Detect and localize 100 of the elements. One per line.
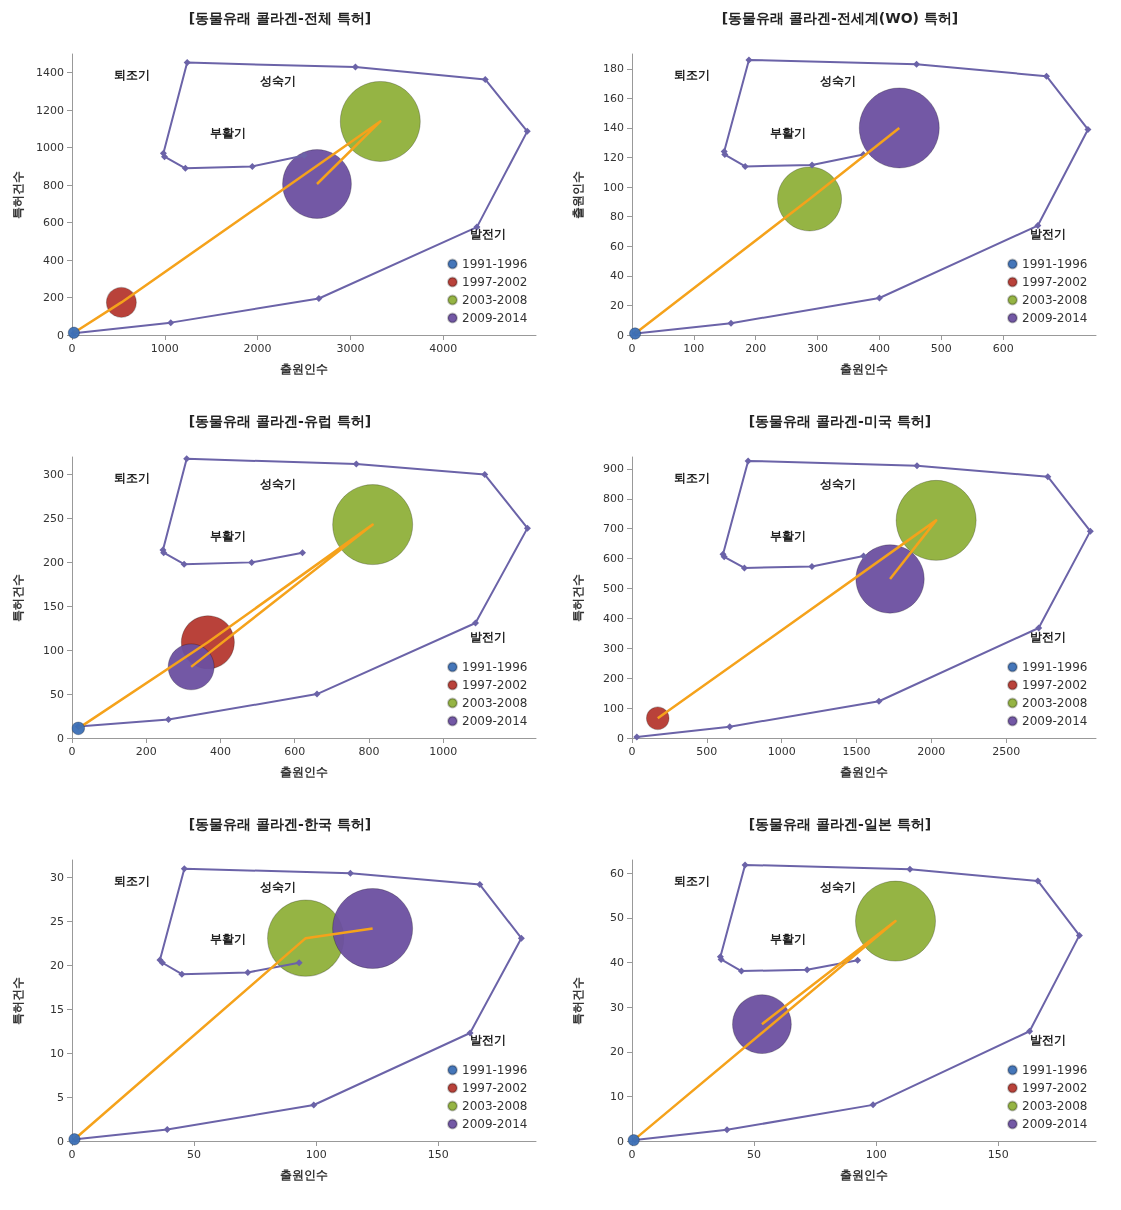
x-tick-label: 500 [696, 745, 718, 758]
point [869, 1101, 877, 1109]
y-tick-label: 200 [603, 671, 624, 685]
x-tick-label: 300 [807, 342, 829, 355]
annotation: 퇴조기 [114, 67, 151, 82]
y-tick-label: 0 [57, 328, 64, 342]
point [1075, 931, 1083, 939]
x-tick-label: 2000 [243, 342, 272, 355]
point [726, 723, 734, 731]
point [178, 970, 186, 978]
point [875, 294, 883, 302]
annotation: 발전기 [1030, 1032, 1066, 1047]
y-tick-label: 140 [603, 121, 624, 135]
point [517, 934, 525, 942]
point [1086, 527, 1094, 535]
legend-label: 1991-1996 [462, 257, 528, 271]
point [808, 161, 816, 169]
x-axis-title: 출원인수 [280, 765, 328, 779]
x-tick-label: 150 [987, 1148, 1009, 1161]
annotation: 부활기 [769, 126, 806, 141]
annotation: 성숙기 [820, 879, 856, 894]
legend-label: 2009-2014 [1022, 1117, 1088, 1131]
legend-label: 1997-2002 [462, 678, 528, 692]
point [744, 457, 752, 465]
legend-label: 2003-2008 [1022, 1099, 1088, 1113]
legend-label: 2009-2014 [1022, 311, 1088, 325]
y-tick-label: 25 [50, 914, 64, 928]
annotation: 퇴조기 [674, 470, 711, 485]
annotation: 발전기 [470, 629, 506, 644]
legend-label: 2009-2014 [462, 1117, 528, 1131]
point [1043, 72, 1051, 80]
point [1034, 877, 1042, 885]
y-tick-label: 0 [57, 731, 64, 745]
point [248, 558, 256, 566]
y-tick-label: 100 [43, 643, 64, 657]
point [183, 455, 191, 463]
point [727, 319, 735, 327]
point [181, 164, 189, 172]
point [741, 861, 749, 869]
legend-label: 1991-1996 [1022, 1063, 1088, 1077]
annotation: 퇴조기 [114, 873, 151, 888]
x-axis-title: 출원인수 [280, 1168, 328, 1182]
point [1084, 125, 1092, 133]
annotation: 발전기 [1030, 629, 1066, 644]
annotation: 부활기 [209, 529, 246, 544]
x-tick-label: 50 [187, 1148, 202, 1161]
point [248, 162, 256, 170]
y-axis-title: 특허건수 [571, 573, 585, 622]
point [161, 153, 169, 161]
y-tick-label: 0 [57, 1134, 64, 1148]
point [875, 697, 883, 705]
x-tick-label: 200 [745, 342, 767, 355]
x-tick-label: 3000 [336, 342, 365, 355]
y-tick-label: 30 [50, 871, 64, 885]
annotation: 부활기 [209, 126, 246, 141]
annotation: 성숙기 [820, 73, 856, 88]
legend-label: 2009-2014 [1022, 714, 1088, 728]
legend-label: 1997-2002 [1022, 1081, 1088, 1095]
annotation: 성숙기 [260, 879, 296, 894]
y-tick-label: 80 [610, 210, 624, 224]
annotation: 성숙기 [820, 476, 856, 491]
y-tick-label: 300 [43, 468, 64, 482]
y-tick-label: 1000 [36, 141, 64, 155]
legend-label: 2003-2008 [1022, 293, 1088, 307]
y-tick-label: 1400 [36, 66, 64, 80]
point [180, 865, 188, 873]
y-tick-label: 0 [617, 328, 624, 342]
x-tick-label: 1000 [429, 745, 458, 758]
x-tick-label: 0 [628, 745, 636, 758]
x-tick-label: 200 [135, 745, 157, 758]
y-tick-label: 0 [617, 1134, 624, 1148]
y-axis-title: 특허건수 [11, 976, 25, 1025]
point [471, 619, 479, 627]
point [476, 881, 484, 889]
x-tick-label: 150 [427, 1148, 449, 1161]
y-tick-label: 50 [610, 911, 624, 925]
point [906, 865, 914, 873]
legend-label: 1997-2002 [1022, 275, 1088, 289]
y-axis-title: 특허건수 [11, 170, 25, 219]
y-tick-label: 15 [50, 1002, 64, 1016]
point [745, 56, 753, 64]
legend-label: 1991-1996 [1022, 660, 1088, 674]
x-axis-title: 출원인수 [840, 1168, 888, 1182]
legend-label: 1997-2002 [1022, 678, 1088, 692]
y-tick-label: 100 [603, 701, 624, 715]
point [299, 549, 307, 557]
y-axis-title: 특허건수 [11, 573, 25, 622]
x-axis-title: 출원인수 [280, 362, 328, 376]
annotation: 퇴조기 [674, 67, 711, 82]
x-tick-label: 2500 [992, 745, 1021, 758]
y-tick-label: 60 [610, 866, 624, 880]
x-tick-label: 1500 [842, 745, 871, 758]
y-tick-label: 400 [43, 253, 64, 267]
y-tick-label: 800 [43, 178, 64, 192]
y-tick-label: 40 [610, 956, 624, 970]
x-tick-label: 0 [68, 1148, 76, 1161]
x-tick-label: 100 [305, 1148, 327, 1161]
annotation: 발전기 [1030, 226, 1066, 241]
y-tick-label: 250 [43, 511, 64, 525]
point [1026, 1027, 1034, 1035]
